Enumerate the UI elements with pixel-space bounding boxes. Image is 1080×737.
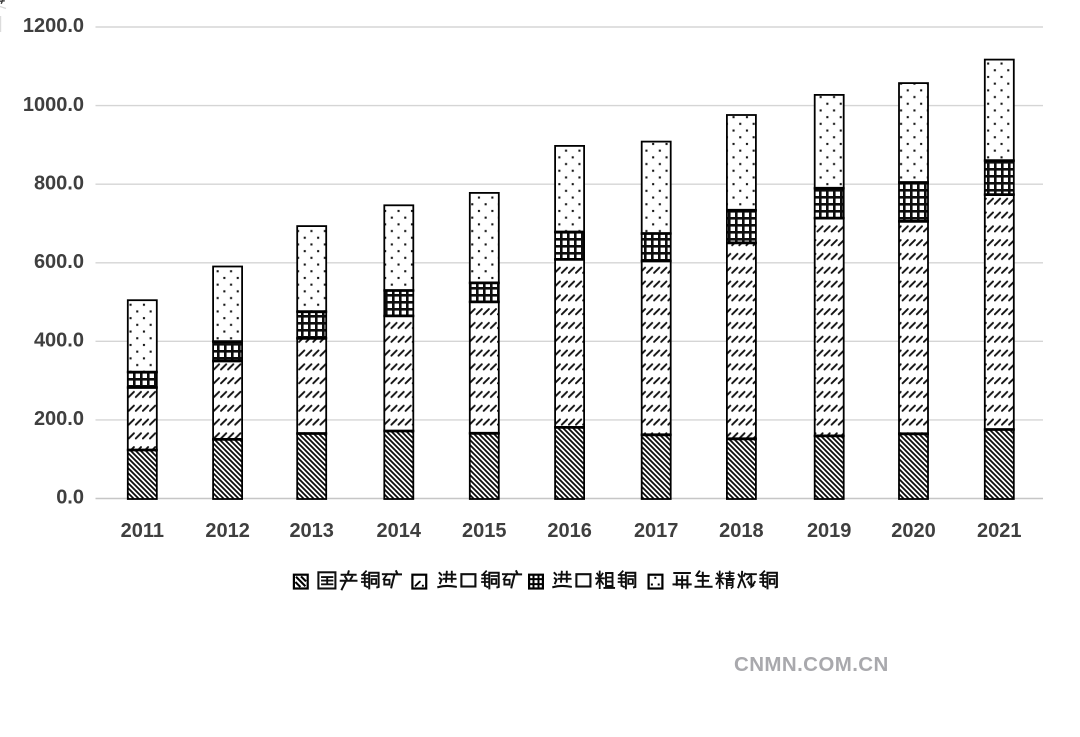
svg-text:1200.0: 1200.0	[23, 15, 84, 37]
svg-text:0.0: 0.0	[56, 487, 84, 509]
svg-text:2017: 2017	[634, 520, 679, 542]
svg-text:CNMN.COM.CN: CNMN.COM.CN	[734, 653, 889, 676]
svg-text:2011: 2011	[121, 520, 164, 542]
svg-text:2016: 2016	[547, 520, 592, 542]
svg-text:800.0: 800.0	[34, 172, 84, 194]
svg-text:2013: 2013	[289, 520, 334, 542]
svg-text:400.0: 400.0	[34, 330, 84, 352]
svg-text:200.0: 200.0	[34, 408, 84, 430]
svg-text:600.0: 600.0	[34, 251, 84, 273]
svg-text:2012: 2012	[205, 520, 250, 542]
svg-text:2019: 2019	[807, 520, 852, 542]
svg-text:2018: 2018	[719, 520, 764, 542]
svg-text:2014: 2014	[377, 520, 422, 542]
svg-text:1000.0: 1000.0	[23, 94, 84, 116]
svg-text:2020: 2020	[891, 520, 936, 542]
svg-text:2015: 2015	[462, 520, 507, 542]
svg-text:2021: 2021	[977, 520, 1022, 542]
